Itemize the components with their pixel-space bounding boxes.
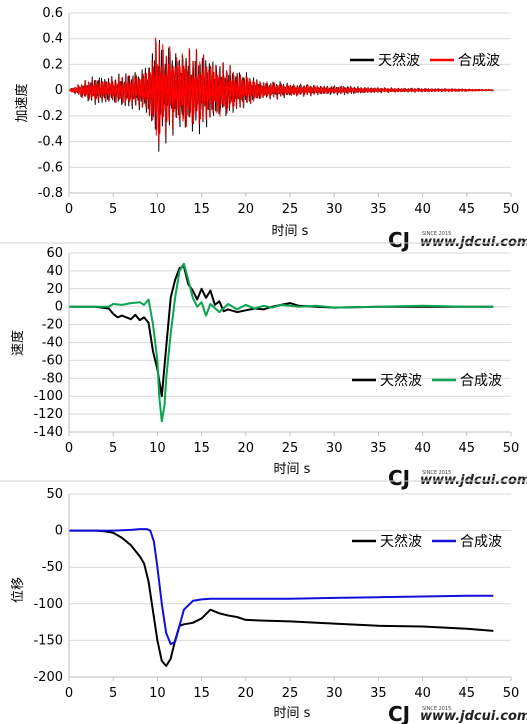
y-tick-label: -50 xyxy=(42,560,63,575)
watermark: CJ SINCE 2015 www.jdcui.com xyxy=(388,702,527,724)
legend-label: 天然波 xyxy=(378,52,420,69)
watermark-url: www.jdcui.com xyxy=(420,709,527,724)
x-tick-label: 40 xyxy=(414,441,431,456)
x-tick-label: 25 xyxy=(282,686,299,701)
x-tick-label: 20 xyxy=(238,441,255,456)
x-tick-label: 40 xyxy=(414,686,431,701)
watermark-logo: CJ xyxy=(388,228,410,252)
watermark-since: SINCE 2015 xyxy=(422,470,451,476)
y-tick-label: -60 xyxy=(42,353,63,368)
x-tick-label: 30 xyxy=(326,441,343,456)
x-tick-label: 15 xyxy=(193,202,210,217)
x-tick-label: 25 xyxy=(282,441,299,456)
y-tick-label: -140 xyxy=(33,425,63,440)
x-tick-label: 5 xyxy=(109,441,117,456)
y-tick-label: 40 xyxy=(46,264,63,279)
x-tick-label: 5 xyxy=(109,686,117,701)
displacement-chart: -200 -150 -100 -50 0 50 0 5 10 15 20 25 30 35 40 45 50 天… xyxy=(11,487,527,724)
y-tick-label: 60 xyxy=(46,246,63,261)
x-tick-label: 45 xyxy=(459,202,476,217)
watermark-since: SINCE 2015 xyxy=(422,706,451,712)
series-line xyxy=(69,262,494,423)
legend-label: 天然波 xyxy=(380,372,422,389)
y-tick-label: -20 xyxy=(42,318,63,333)
x-tick-label: 25 xyxy=(282,202,299,217)
y-tick-label: -0.4 xyxy=(38,135,63,150)
y-tick-label: 0.2 xyxy=(42,57,63,72)
y-axis-label: 位移 xyxy=(11,577,26,603)
x-tick-label: 10 xyxy=(149,202,166,217)
watermark-since: SINCE 2015 xyxy=(422,231,451,237)
velocity-chart: -140 -120 -100 -80 -60 -40 -20 0 20 40 60 0 5 10 15 20 2… xyxy=(10,246,527,490)
legend-label: 合成波 xyxy=(458,53,500,69)
watermark: CJ SINCE 2015 www.jdcui.com xyxy=(388,228,527,252)
y-tick-label: -120 xyxy=(33,407,63,422)
series-line xyxy=(69,528,494,646)
y-tick-label: 0.6 xyxy=(42,6,63,21)
series-line xyxy=(69,265,494,398)
x-tick-label: 50 xyxy=(503,202,520,217)
legend-label: 天然波 xyxy=(380,533,422,550)
y-tick-label: -200 xyxy=(33,670,63,685)
y-axis-label: 速度 xyxy=(10,330,26,356)
x-axis-label: 时间 s xyxy=(274,706,311,721)
y-tick-label: 20 xyxy=(46,282,63,297)
watermark-logo: CJ xyxy=(388,466,410,490)
y-tick-label: 0 xyxy=(55,83,63,98)
y-tick-label: 0 xyxy=(55,300,63,315)
watermark: CJ SINCE 2015 www.jdcui.com xyxy=(388,466,527,490)
x-tick-label: 35 xyxy=(370,202,387,217)
x-tick-label: 50 xyxy=(503,441,520,456)
y-tick-label: 0.4 xyxy=(42,32,63,47)
x-tick-label: 0 xyxy=(65,686,73,701)
series-line xyxy=(68,40,494,152)
x-tick-label: 15 xyxy=(193,441,210,456)
x-tick-label: 10 xyxy=(149,441,166,456)
x-tick-label: 10 xyxy=(149,686,166,701)
y-tick-label: -100 xyxy=(33,597,63,612)
y-tick-label: -100 xyxy=(33,389,63,404)
x-tick-label: 20 xyxy=(238,686,255,701)
x-axis-label: 时间 s xyxy=(274,462,311,477)
y-tick-label: -0.6 xyxy=(38,160,63,175)
x-tick-label: 30 xyxy=(326,202,343,217)
x-tick-label: 40 xyxy=(414,202,431,217)
x-tick-label: 45 xyxy=(459,441,476,456)
x-tick-label: 0 xyxy=(65,202,73,217)
legend-label: 合成波 xyxy=(460,534,502,550)
x-tick-label: 30 xyxy=(326,686,343,701)
x-tick-label: 15 xyxy=(193,686,210,701)
x-tick-label: 35 xyxy=(370,686,387,701)
legend-label: 合成波 xyxy=(460,373,502,389)
watermark-logo: CJ xyxy=(388,702,410,724)
y-tick-label: 0 xyxy=(55,524,63,539)
y-tick-label: -40 xyxy=(42,336,63,351)
y-tick-label: -0.2 xyxy=(38,109,63,124)
x-tick-label: 45 xyxy=(459,686,476,701)
x-tick-label: 5 xyxy=(109,202,117,217)
y-tick-label: -0.8 xyxy=(38,186,63,201)
y-tick-label: -80 xyxy=(42,371,63,386)
x-tick-label: 50 xyxy=(503,686,520,701)
y-tick-label: 50 xyxy=(46,487,63,502)
x-tick-label: 20 xyxy=(238,202,255,217)
series-line xyxy=(68,37,494,144)
y-tick-label: -150 xyxy=(33,633,63,648)
acceleration-chart: -0.8 -0.6 -0.4 -0.2 0 0.2 0.4 0.6 0 5 10 15 20 25 30 35… xyxy=(14,6,527,252)
y-axis-label: 加速度 xyxy=(14,83,30,122)
x-tick-label: 0 xyxy=(65,441,73,456)
x-axis-label: 时间 s xyxy=(272,224,309,239)
x-tick-label: 35 xyxy=(370,441,387,456)
